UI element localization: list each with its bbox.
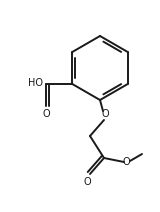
Text: O: O xyxy=(43,109,51,119)
Text: O: O xyxy=(83,177,91,187)
Text: O: O xyxy=(101,109,109,119)
Text: O: O xyxy=(122,157,130,167)
Text: HO: HO xyxy=(28,78,43,88)
